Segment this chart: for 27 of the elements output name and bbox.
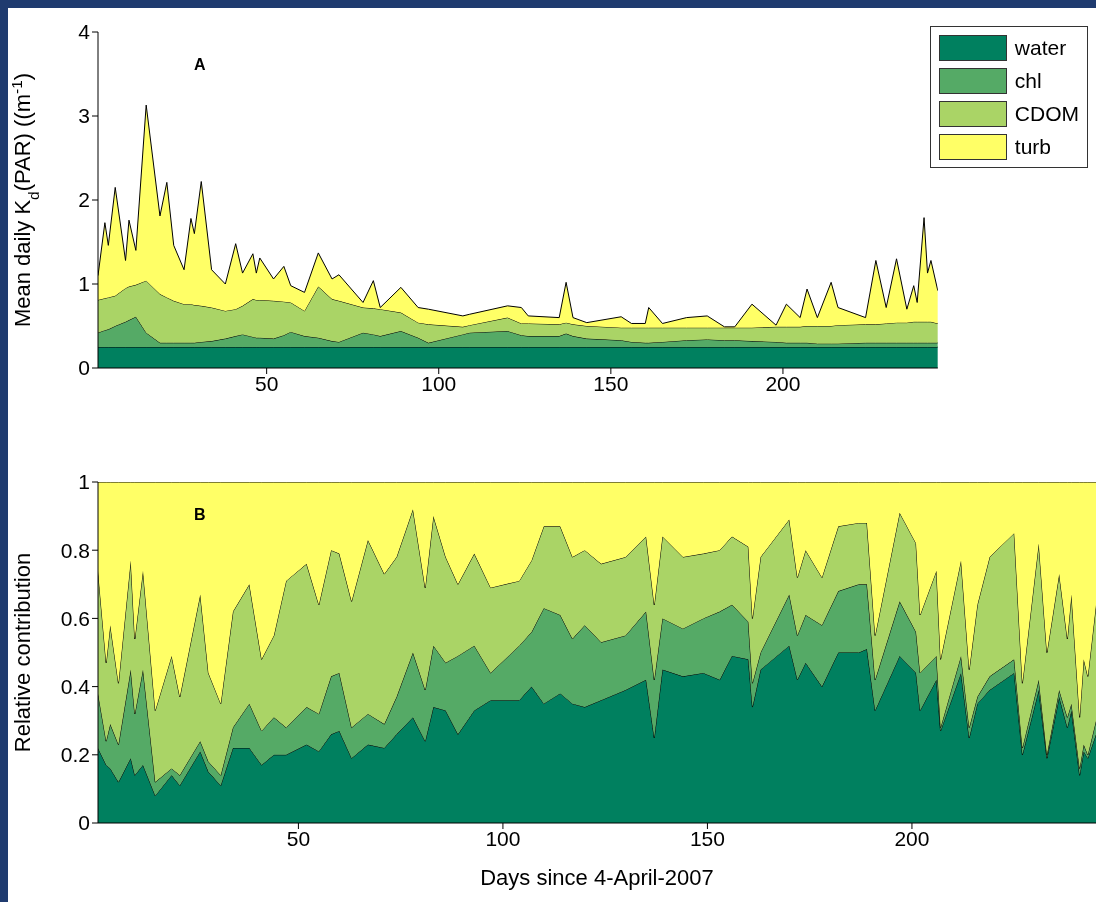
legend-label: turb [1014, 134, 1052, 159]
x-tick-label: 150 [593, 371, 629, 395]
x-tick-label: 50 [286, 826, 311, 850]
y-tick-label: 2 [78, 188, 90, 212]
y-tick-label: 0 [78, 356, 90, 380]
y-tick-label: 0 [78, 811, 90, 835]
x-tick-label: 100 [421, 371, 457, 395]
x-tick-label: 200 [894, 826, 930, 850]
x-tick-label: 150 [689, 826, 725, 850]
legend-label: CDOM [1014, 101, 1079, 126]
legend-label: water [1014, 35, 1067, 60]
x-tick-label: 50 [254, 371, 279, 395]
y-tick-label: 1 [78, 272, 90, 296]
x-tick-label: 100 [485, 826, 521, 850]
x-tick-label: 200 [765, 371, 801, 395]
y-axis-title: Relative contribution [10, 552, 35, 753]
y-tick-label: 0.2 [60, 743, 90, 767]
annotation: B [194, 506, 206, 524]
annotation: A [194, 56, 206, 74]
legend-label: chl [1014, 68, 1042, 93]
y-tick-label: 3 [78, 104, 90, 128]
y-tick-label: 4 [78, 20, 91, 44]
y-tick-label: 1 [78, 470, 90, 494]
y-tick-label: 0.6 [60, 606, 90, 630]
y-tick-label: 0.8 [60, 538, 90, 562]
y-tick-label: 0.4 [60, 675, 91, 699]
x-axis-title: Days since 4-April-2007 [480, 865, 714, 890]
